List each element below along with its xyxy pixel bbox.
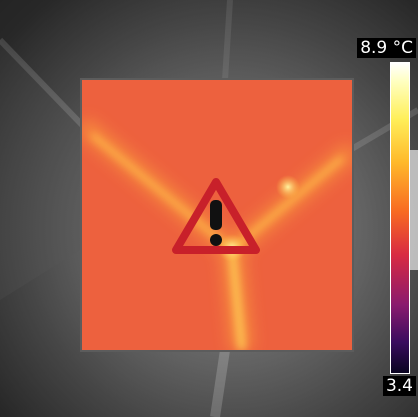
temperature-color-scale (390, 62, 410, 374)
measurement-area[interactable] (80, 78, 354, 352)
scale-max-label: 8.9 °C (357, 38, 416, 58)
warning-triangle-icon (172, 178, 260, 254)
scale-gradient-bar (391, 63, 409, 373)
scale-min-label: 3.4 (382, 376, 416, 396)
